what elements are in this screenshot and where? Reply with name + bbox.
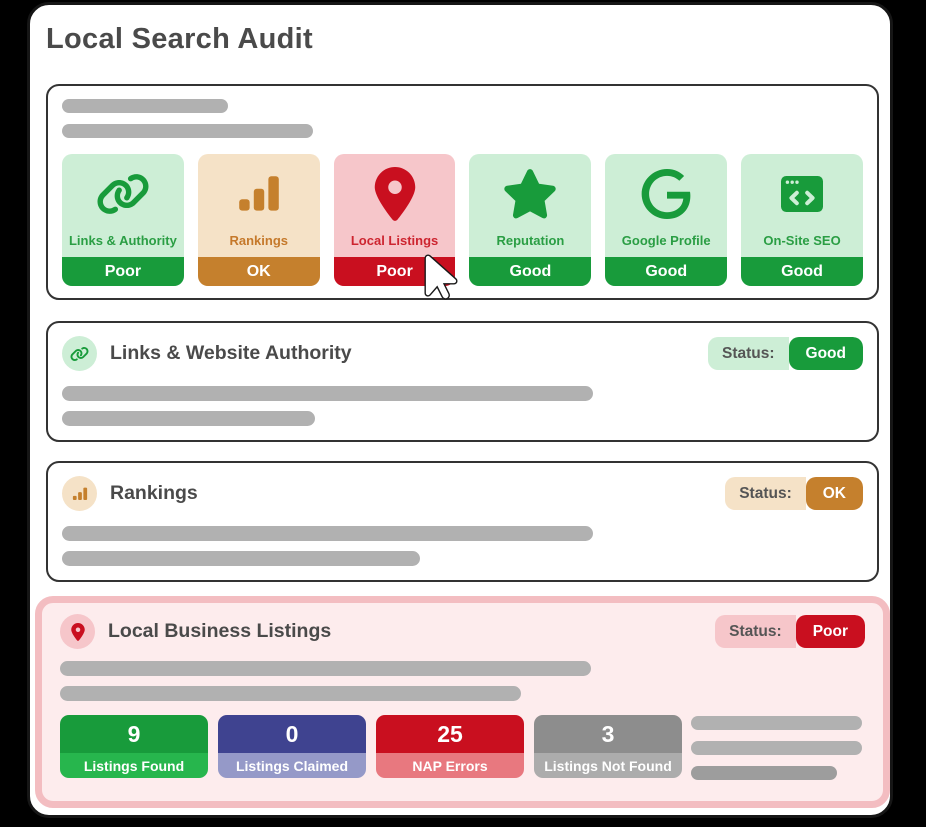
google-g-icon	[605, 154, 727, 233]
tile-google-profile[interactable]: Google Profile Good	[605, 154, 728, 286]
tile-local-listings[interactable]: Local Listings Poor	[333, 154, 456, 286]
placeholder-text-bar	[62, 386, 593, 401]
placeholder-text-bar	[62, 124, 313, 138]
placeholder-text-bar	[62, 526, 593, 541]
tile-reputation[interactable]: Reputation Good	[469, 154, 592, 286]
placeholder-text-bar	[60, 686, 521, 701]
tile-label: Reputation	[496, 233, 565, 248]
tile-label: Links & Authority	[68, 233, 177, 248]
status-value: OK	[805, 477, 863, 510]
stat-value: 3	[534, 715, 682, 753]
placeholder-text-bar	[691, 741, 862, 755]
tile-status-badge: OK	[197, 257, 320, 286]
stat-value: 9	[60, 715, 208, 753]
section-title: Rankings	[110, 482, 198, 504]
placeholder-text-bar	[62, 551, 420, 566]
status-label: Status:	[715, 615, 796, 648]
stat-label: NAP Errors	[376, 753, 524, 778]
status-label: Status:	[725, 477, 806, 510]
link-icon	[62, 336, 97, 371]
placeholder-text-bar	[691, 716, 862, 730]
status-badge: Status: Good	[707, 337, 863, 370]
tile-rankings[interactable]: Rankings OK	[197, 154, 320, 286]
placeholder-text-bar	[60, 661, 591, 676]
tile-status-badge: Poor	[333, 257, 456, 286]
bar-chart-icon	[62, 476, 97, 511]
stat-listings-found: 9 Listings Found	[60, 715, 208, 778]
star-icon	[469, 154, 591, 233]
status-value: Good	[788, 337, 863, 370]
map-pin-icon	[334, 154, 456, 233]
audit-report-card: Local Search Audit Links & Authority Poo…	[27, 2, 893, 818]
tile-on-site-seo[interactable]: On-Site SEO Good	[741, 154, 863, 286]
placeholder-text-block	[691, 715, 862, 780]
stat-label: Listings Not Found	[534, 753, 682, 778]
tile-label: Rankings	[229, 233, 288, 248]
status-value: Poor	[795, 615, 865, 648]
score-tiles-row: Links & Authority Poor Rankings OK Local…	[62, 154, 863, 286]
stat-nap-errors: 25 NAP Errors	[376, 715, 524, 778]
status-badge: Status: Poor	[715, 615, 865, 648]
tile-status-badge: Good	[469, 257, 592, 286]
status-badge: Status: OK	[725, 477, 863, 510]
section-links-website-authority: Links & Website Authority Status: Good	[46, 321, 879, 442]
link-icon	[62, 154, 184, 233]
bar-chart-icon	[198, 154, 320, 233]
section-title: Links & Website Authority	[110, 342, 352, 364]
stat-listings-claimed: 0 Listings Claimed	[218, 715, 366, 778]
tile-links-authority[interactable]: Links & Authority Poor	[62, 154, 184, 286]
stat-label: Listings Claimed	[218, 753, 366, 778]
tile-label: On-Site SEO	[763, 233, 841, 248]
status-label: Status:	[707, 337, 789, 370]
placeholder-text-bar	[62, 99, 228, 113]
tile-status-badge: Good	[605, 257, 728, 286]
stat-value: 0	[218, 715, 366, 753]
section-title: Local Business Listings	[108, 620, 332, 642]
overview-panel: Links & Authority Poor Rankings OK Local…	[46, 84, 879, 300]
stat-label: Listings Found	[60, 753, 208, 778]
listing-stats-row: 9 Listings Found 0 Listings Claimed 25 N…	[60, 715, 682, 778]
placeholder-text-bar	[62, 411, 315, 426]
browser-code-icon	[741, 154, 863, 233]
tile-status-badge: Poor	[62, 257, 184, 286]
stat-listings-not-found: 3 Listings Not Found	[534, 715, 682, 778]
tile-label: Google Profile	[621, 233, 711, 248]
page-title: Local Search Audit	[46, 23, 313, 55]
map-pin-icon	[60, 614, 95, 649]
tile-label: Local Listings	[350, 233, 439, 248]
section-local-business-listings: Local Business Listings Status: Poor 9 L…	[35, 596, 890, 808]
section-rankings: Rankings Status: OK	[46, 461, 879, 582]
placeholder-text-bar	[691, 766, 837, 780]
tile-status-badge: Good	[741, 257, 863, 286]
stat-value: 25	[376, 715, 524, 753]
